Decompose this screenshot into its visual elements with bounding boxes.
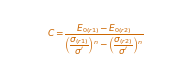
- Text: $C = \dfrac{E_{0(r1)} - E_{0(r2)}}{\left(\dfrac{\sigma_{(r1)}}{\sigma^{\prime}}\: $C = \dfrac{E_{0(r1)} - E_{0(r2)}}{\left…: [47, 23, 143, 57]
